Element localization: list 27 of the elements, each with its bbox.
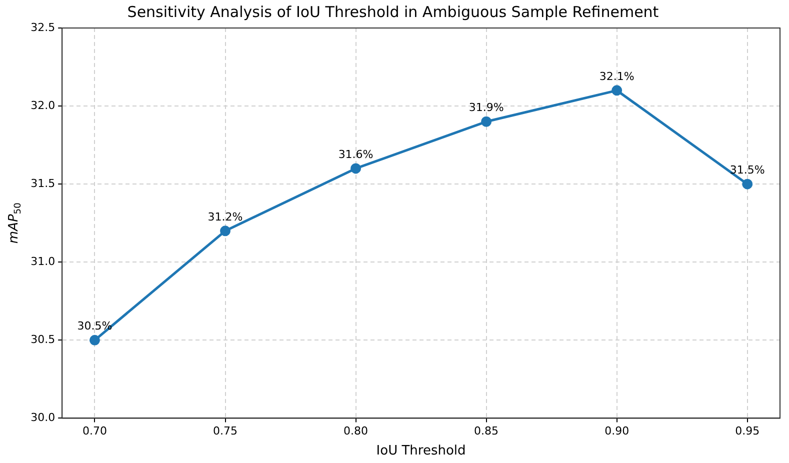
x-tick-label: 0.80 xyxy=(344,424,368,438)
x-tick-label: 0.70 xyxy=(82,424,107,438)
y-axis-title: mAP50 xyxy=(6,202,24,244)
y-tick-label: 31.0 xyxy=(30,254,56,268)
y-tick-label: 32.0 xyxy=(30,98,56,112)
data-label: 31.6% xyxy=(338,148,374,161)
point xyxy=(220,226,231,236)
point xyxy=(481,116,492,127)
data-label: 31.9% xyxy=(468,101,504,114)
y-tick-label: 30.5 xyxy=(30,333,56,346)
x-tick-label: 0.95 xyxy=(735,424,760,438)
x-tick-label: 0.85 xyxy=(474,424,499,438)
data-label: 31.5% xyxy=(730,163,765,176)
point xyxy=(612,85,622,96)
y-tick-label: 30.0 xyxy=(30,411,56,424)
y-tick-label: 31.5 xyxy=(30,176,56,190)
data-label: 32.1% xyxy=(599,70,634,83)
point xyxy=(350,163,362,174)
data-label: 31.2% xyxy=(208,210,243,224)
x-tick-label: 0.90 xyxy=(604,424,630,438)
data-label: 30.5% xyxy=(77,320,112,333)
chart-title: Sensitivity Analysis of IoU Threshold in Ambiguous Sample Refinement xyxy=(127,2,659,21)
point xyxy=(89,334,100,346)
point xyxy=(742,178,753,190)
x-axis-title: IoU Threshold xyxy=(376,444,466,459)
y-tick-label: 32.5 xyxy=(30,20,56,34)
x-tick-label: 0.75 xyxy=(213,424,238,438)
